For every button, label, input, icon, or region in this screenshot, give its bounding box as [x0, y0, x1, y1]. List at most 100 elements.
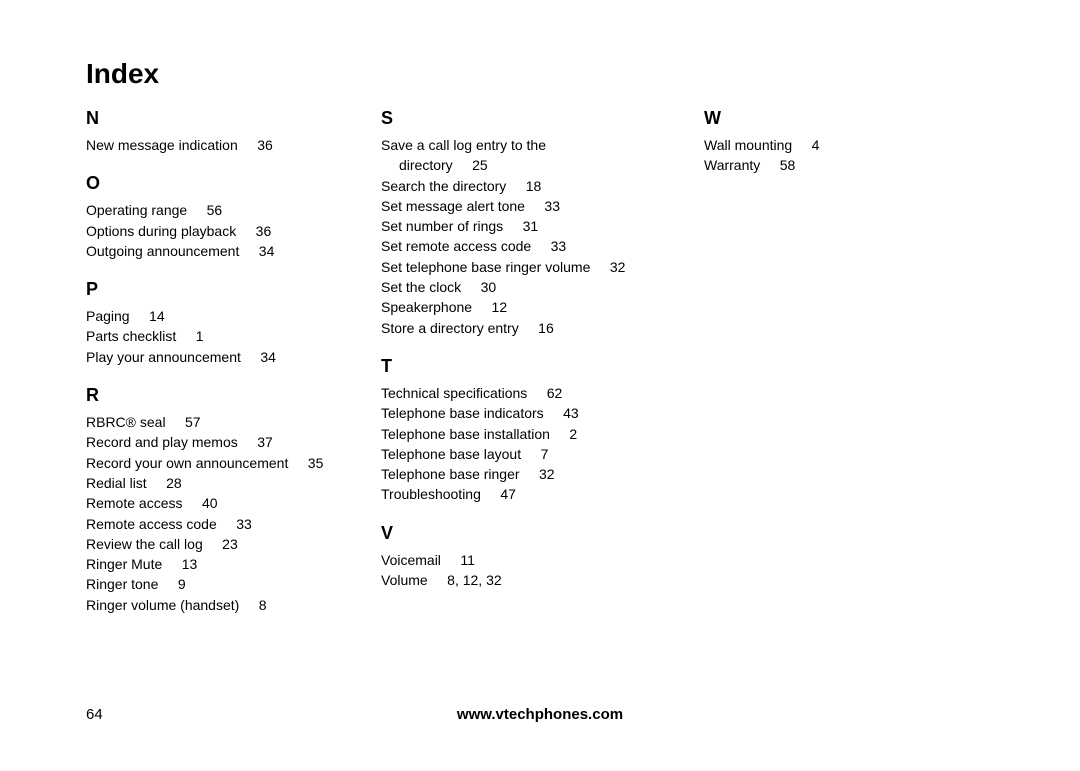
index-entry-pages: 4	[812, 135, 820, 155]
footer-url: www.vtechphones.com	[457, 706, 623, 723]
index-entry-pages: 36	[257, 135, 273, 155]
index-entry: Review the call log 23	[86, 534, 381, 554]
index-entry: Set telephone base ringer volume 32	[381, 257, 704, 277]
index-entry-term: Save a call log entry to the	[381, 135, 546, 155]
index-entry-term: Record your own announcement	[86, 453, 308, 473]
index-entry-term: Telephone base ringer	[381, 464, 539, 484]
index-entry: Warranty 58	[704, 155, 984, 175]
index-entry: Speakerphone 12	[381, 297, 704, 317]
index-entry-pages: 47	[500, 484, 516, 504]
index-entry-term: Telephone base installation	[381, 424, 569, 444]
index-entry: Save a call log entry to the	[381, 135, 704, 155]
index-entry-term: Outgoing announcement	[86, 241, 259, 261]
index-entry-term: Paging	[86, 306, 149, 326]
index-entry: Ringer tone 9	[86, 574, 381, 594]
index-entry-term: Ringer Mute	[86, 554, 182, 574]
index-entry: Telephone base installation 2	[381, 424, 704, 444]
index-entry-pages: 30	[481, 277, 497, 297]
index-entry-pages: 1	[196, 326, 204, 346]
index-entry: Paging 14	[86, 306, 381, 326]
index-entry-term: Set telephone base ringer volume	[381, 257, 610, 277]
index-entry-pages: 35	[308, 453, 324, 473]
index-entry-continuation: directory 25	[381, 155, 704, 175]
index-entry-term: Ringer volume (handset)	[86, 595, 259, 615]
page-footer: 64 www.vtechphones.com	[86, 706, 994, 723]
index-letter: W	[704, 108, 984, 129]
index-letter: P	[86, 279, 381, 300]
index-entry-term: Search the directory	[381, 176, 526, 196]
index-entry: Ringer Mute 13	[86, 554, 381, 574]
index-letter: O	[86, 173, 381, 194]
index-entry: Set the clock 30	[381, 277, 704, 297]
index-entry: Parts checklist 1	[86, 326, 381, 346]
index-entry: Operating range 56	[86, 200, 381, 220]
index-letter: T	[381, 356, 704, 377]
index-entry: Telephone base indicators 43	[381, 403, 704, 423]
index-entry: Wall mounting 4	[704, 135, 984, 155]
index-entry-term: Speakerphone	[381, 297, 492, 317]
index-entry-term: New message indication	[86, 135, 257, 155]
index-entry-pages: 12	[492, 297, 508, 317]
index-entry: Set remote access code 33	[381, 236, 704, 256]
index-entry-pages: 7	[541, 444, 549, 464]
index-entry-term: Set the clock	[381, 277, 481, 297]
index-entry-pages: 32	[610, 257, 626, 277]
index-entry-pages: 43	[563, 403, 579, 423]
index-entry-pages: 28	[166, 473, 182, 493]
index-entry: Play your announcement 34	[86, 347, 381, 367]
index-column-1: NNew message indication 36 O Operating ran…	[86, 108, 381, 633]
index-entry-term: Telephone base indicators	[381, 403, 563, 423]
index-section: NNew message indication 36	[86, 108, 381, 155]
index-entry-pages: 13	[182, 554, 198, 574]
index-entry-term: directory	[399, 155, 472, 175]
index-entry: Record your own announcement 35	[86, 453, 381, 473]
index-entry-pages: 34	[259, 241, 275, 261]
index-entry: Remote access 40	[86, 493, 381, 513]
index-entry-pages: 57	[185, 412, 201, 432]
index-entry: Volume 8, 12, 32	[381, 570, 704, 590]
index-entry-pages: 14	[149, 306, 165, 326]
index-entry: Technical specifications 62	[381, 383, 704, 403]
index-entry-term: Parts checklist	[86, 326, 196, 346]
index-entry-term: Telephone base layout	[381, 444, 541, 464]
index-entry-term: Volume	[381, 570, 447, 590]
index-entry-pages: 25	[472, 155, 488, 175]
index-entry-term: Remote access	[86, 493, 202, 513]
page-title: Index	[86, 58, 994, 90]
index-entry-term: Set number of rings	[381, 216, 523, 236]
index-entry-pages: 31	[523, 216, 539, 236]
index-entry-pages: 40	[202, 493, 218, 513]
index-entry: Voicemail 11	[381, 550, 704, 570]
index-section: S Save a call log entry to thedirectory 2…	[381, 108, 704, 338]
index-section: O Operating range 56Options during playba…	[86, 173, 381, 261]
index-section: W Wall mounting 4Warranty 58	[704, 108, 984, 176]
index-entry-term: Record and play memos	[86, 432, 257, 452]
index-section: TTechnical specifications 62Telephone ba…	[381, 356, 704, 505]
index-entry: Telephone base ringer 32	[381, 464, 704, 484]
index-section: V Voicemail 11Volume 8, 12, 32	[381, 523, 704, 591]
index-entry-pages: 56	[207, 200, 223, 220]
index-entry-term: Set remote access code	[381, 236, 551, 256]
index-entry-pages: 37	[257, 432, 273, 452]
index-entry-term: Options during playback	[86, 221, 256, 241]
index-entry-term: Troubleshooting	[381, 484, 500, 504]
index-entry-pages: 62	[547, 383, 563, 403]
index-entry: Remote access code 33	[86, 514, 381, 534]
page-number: 64	[86, 706, 103, 723]
index-section: P Paging 14Parts checklist 1Play your ann…	[86, 279, 381, 367]
index-entry: RBRC® seal 57	[86, 412, 381, 432]
index-entry-term: Warranty	[704, 155, 780, 175]
index-letter: V	[381, 523, 704, 544]
index-column-3: W Wall mounting 4Warranty 58	[704, 108, 984, 633]
index-entry: Set number of rings 31	[381, 216, 704, 236]
index-entry-pages: 34	[260, 347, 276, 367]
index-entry: New message indication 36	[86, 135, 381, 155]
index-entry-pages: 16	[538, 318, 554, 338]
index-entry: Redial list 28	[86, 473, 381, 493]
index-entry-term: Play your announcement	[86, 347, 260, 367]
index-entry-pages: 23	[222, 534, 238, 554]
index-entry-pages: 33	[236, 514, 252, 534]
index-entry-term: Set message alert tone	[381, 196, 544, 216]
index-letter: S	[381, 108, 704, 129]
index-entry-term: Voicemail	[381, 550, 460, 570]
